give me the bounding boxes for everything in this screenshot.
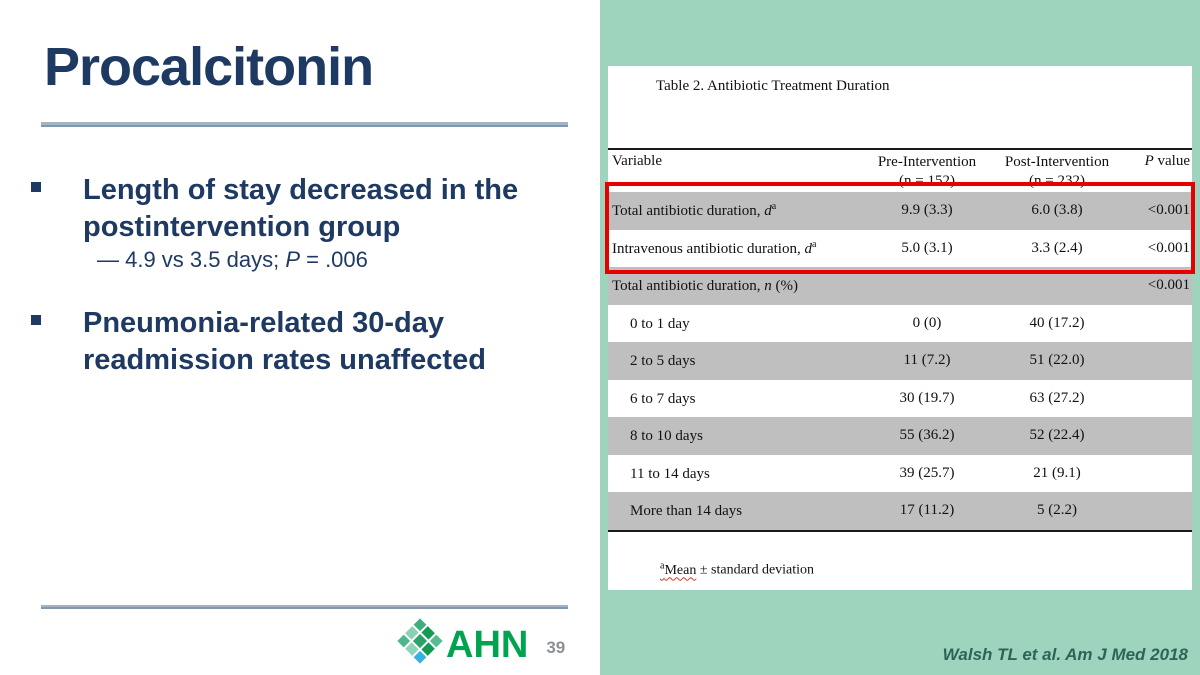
header-p-value: P value: [1122, 153, 1192, 170]
bullet-item: Length of stay decreased in the postinte…: [31, 172, 553, 246]
row-post-value: 3.3 (2.4): [1031, 239, 1083, 256]
citation: Walsh TL et al. Am J Med 2018: [942, 645, 1188, 664]
row-p-value: <0.001: [1147, 277, 1190, 294]
header-p-symbol: P: [1144, 153, 1154, 169]
page-title: Procalcitonin: [44, 37, 374, 97]
row-variable: 0 to 1 day: [630, 315, 690, 332]
table-footnote: aMean ± standard deviation: [660, 560, 814, 579]
row-post-value: 6.0 (3.8): [1031, 202, 1083, 219]
p-value-symbol: P: [285, 247, 300, 272]
row-variable: Total antibiotic duration, n (%): [612, 278, 798, 295]
right-panel: Table 2. Antibiotic Treatment Duration V…: [600, 0, 1200, 675]
table-row: 6 to 7 days 30 (19.7) 63 (27.2): [608, 380, 1192, 418]
header-p-rest: value: [1153, 153, 1190, 169]
row-variable: 8 to 10 days: [630, 428, 703, 445]
sub-bullet: — 4.9 vs 3.5 days; P = .006: [97, 247, 368, 273]
row-variable: Intravenous antibiotic duration, da: [612, 238, 817, 257]
header-pre-line1: Pre-Intervention: [877, 154, 977, 170]
table-row: Total antibiotic duration, da 9.9 (3.3) …: [608, 192, 1192, 230]
row-p-value: <0.001: [1147, 202, 1190, 219]
footnote-sup-a: a: [660, 560, 665, 571]
row-post-value: 52 (22.4): [1029, 427, 1085, 444]
row-pre-value: 55 (36.2): [899, 427, 955, 444]
bullet-item: Pneumonia-related 30-day readmission rat…: [31, 305, 553, 379]
sub-bullet-text-tail: = .006: [300, 247, 368, 272]
table-row: More than 14 days 17 (11.2) 5 (2.2): [608, 492, 1192, 530]
row-post-value: 51 (22.0): [1029, 352, 1085, 369]
footnote-mean-word: Mean: [664, 562, 697, 578]
bullet-square-icon: [31, 182, 41, 192]
table-row: Intravenous antibiotic duration, da 5.0 …: [608, 230, 1192, 268]
ahn-diamond-logo-icon: [396, 618, 444, 670]
row-post-value: 21 (9.1): [1033, 464, 1081, 481]
row-pre-value: 30 (19.7): [899, 389, 955, 406]
table-row: 8 to 10 days 55 (36.2) 52 (22.4): [608, 417, 1192, 455]
row-variable: 6 to 7 days: [630, 390, 696, 407]
left-panel: Procalcitonin Length of stay decreased i…: [31, 37, 568, 670]
row-pre-value: 17 (11.2): [899, 502, 955, 519]
ahn-diamond-grid: [397, 618, 443, 664]
row-pre-value: 0 (0): [912, 314, 942, 331]
row-pre-value: 9.9 (3.3): [901, 202, 953, 219]
table-row: 2 to 5 days 11 (7.2) 51 (22.0): [608, 342, 1192, 380]
red-highlight-box: [605, 182, 1195, 274]
footer-logo-row: AHN 39: [396, 618, 566, 670]
bullet-square-icon: [31, 315, 41, 325]
bullet-text: Length of stay decreased in the postinte…: [83, 174, 519, 243]
row-variable: 11 to 14 days: [630, 465, 710, 482]
row-variable: More than 14 days: [630, 503, 743, 520]
footnote-mean: aMean: [660, 560, 697, 578]
table-row: 0 to 1 day 0 (0) 40 (17.2): [608, 305, 1192, 343]
row-variable: 2 to 5 days: [630, 353, 696, 370]
row-pre-value: 5.0 (3.1): [901, 239, 953, 256]
row-post-value: 40 (17.2): [1029, 314, 1085, 331]
row-p-value: <0.001: [1147, 239, 1190, 256]
antibiotic-duration-table: Variable Pre-Intervention (n = 152) Post…: [608, 148, 1192, 532]
header-variable: Variable: [612, 153, 662, 169]
bullet-text: Pneumonia-related 30-day readmission rat…: [83, 307, 486, 376]
title-divider: [41, 122, 568, 127]
row-variable: Total antibiotic duration, da: [612, 201, 777, 220]
row-post-value: 63 (27.2): [1029, 389, 1085, 406]
slide-page-number: 39: [546, 638, 566, 657]
sub-bullet-text: — 4.9 vs 3.5 days;: [97, 247, 286, 272]
row-post-value: 5 (2.2): [1037, 502, 1077, 519]
row-pre-value: 11 (7.2): [903, 352, 951, 369]
table-title: Table 2. Antibiotic Treatment Duration: [656, 78, 890, 94]
table-body: Total antibiotic duration, da 9.9 (3.3) …: [608, 192, 1192, 532]
table-row: 11 to 14 days 39 (25.7) 21 (9.1): [608, 455, 1192, 493]
table-figure: Table 2. Antibiotic Treatment Duration V…: [605, 66, 1195, 590]
row-pre-value: 39 (25.7): [899, 464, 955, 481]
footnote-rest: ± standard deviation: [696, 562, 815, 578]
header-post-line1: Post-Intervention: [1004, 154, 1110, 170]
footer-divider: [41, 605, 568, 609]
ahn-logo-text: AHN: [446, 623, 529, 666]
